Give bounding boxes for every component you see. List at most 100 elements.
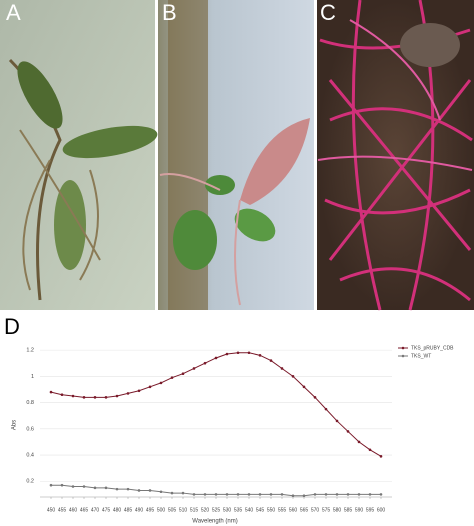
x-tick-label: 450 xyxy=(47,507,56,513)
x-tick-label: 520 xyxy=(201,507,210,513)
point xyxy=(247,493,251,496)
x-tick-label: 575 xyxy=(322,507,331,513)
x-tick-label: 460 xyxy=(69,507,78,513)
point xyxy=(104,486,108,490)
point xyxy=(104,396,108,399)
point xyxy=(71,394,75,398)
point xyxy=(313,493,317,496)
point xyxy=(236,493,240,496)
point xyxy=(71,485,75,488)
y-tick-label: 1 xyxy=(31,374,34,380)
point xyxy=(137,389,141,393)
point xyxy=(258,493,262,496)
point xyxy=(335,493,339,496)
legend-marker xyxy=(401,354,405,358)
x-tick-label: 505 xyxy=(168,507,177,513)
point xyxy=(115,487,119,491)
point xyxy=(159,381,163,385)
point xyxy=(49,390,53,394)
x-tick-label: 510 xyxy=(179,507,188,513)
x-tick-label: 500 xyxy=(157,507,166,513)
point xyxy=(181,372,185,376)
point xyxy=(236,351,240,355)
point xyxy=(49,483,53,487)
y-tick-label: 0.8 xyxy=(26,400,34,406)
point xyxy=(82,485,86,488)
point xyxy=(214,356,218,360)
x-tick-label: 560 xyxy=(289,507,298,513)
legend-label: TKS_pRUBY_CDB xyxy=(411,345,454,351)
y-tick-label: 0.2 xyxy=(26,479,34,485)
point xyxy=(225,493,229,496)
point xyxy=(291,494,295,497)
point xyxy=(148,385,152,389)
point xyxy=(181,491,185,495)
x-tick-label: 455 xyxy=(58,507,67,513)
y-tick-label: 1.2 xyxy=(26,348,34,354)
point xyxy=(93,486,97,490)
x-tick-label: 525 xyxy=(212,507,221,513)
point xyxy=(346,430,350,433)
point xyxy=(126,487,130,491)
point xyxy=(82,396,86,399)
x-tick-label: 475 xyxy=(102,507,111,513)
x-tick-label: 470 xyxy=(91,507,100,513)
point xyxy=(269,493,273,496)
point xyxy=(203,361,207,365)
point xyxy=(324,493,328,496)
x-tick-label: 480 xyxy=(113,507,122,513)
x-tick-label: 495 xyxy=(146,507,155,513)
x-tick-label: 595 xyxy=(366,507,375,513)
x-tick-label: 570 xyxy=(311,507,320,513)
x-tick-label: 540 xyxy=(245,507,254,513)
point xyxy=(302,494,306,497)
panel-label: D xyxy=(4,314,20,339)
point xyxy=(324,407,328,411)
point xyxy=(203,493,207,496)
x-tick-label: 580 xyxy=(333,507,342,513)
point xyxy=(368,493,372,496)
photo-b xyxy=(158,0,314,310)
x-tick-label: 465 xyxy=(80,507,89,513)
y-tick-label: 0.6 xyxy=(26,426,34,432)
photo-c xyxy=(317,0,474,311)
x-tick-label: 530 xyxy=(223,507,232,513)
point xyxy=(126,392,130,395)
point xyxy=(247,351,251,355)
point xyxy=(214,493,218,496)
point xyxy=(115,394,119,398)
point xyxy=(346,493,350,496)
point xyxy=(159,490,163,494)
point xyxy=(302,385,306,389)
point xyxy=(357,440,361,444)
point xyxy=(192,493,196,496)
point xyxy=(269,359,273,362)
point xyxy=(60,483,64,487)
x-tick-label: 485 xyxy=(124,507,133,513)
point xyxy=(258,354,262,357)
point xyxy=(291,375,295,378)
point xyxy=(379,455,383,458)
x-tick-label: 490 xyxy=(135,507,144,513)
point xyxy=(93,396,97,399)
point xyxy=(335,419,339,423)
legend-label: TKS_WT xyxy=(411,353,431,359)
panel-label: C xyxy=(320,0,336,25)
point xyxy=(357,493,361,496)
point xyxy=(313,396,317,399)
x-tick-label: 550 xyxy=(267,507,276,513)
x-tick-label: 555 xyxy=(278,507,287,513)
point xyxy=(60,393,64,397)
x-tick-label: 535 xyxy=(234,507,243,513)
point xyxy=(170,376,174,379)
point xyxy=(170,491,174,495)
y-axis-label: Abs xyxy=(12,420,18,430)
point xyxy=(379,493,383,496)
point xyxy=(148,489,152,492)
x-axis-label: Wavelength (nm) xyxy=(192,519,237,525)
x-tick-label: 585 xyxy=(344,507,353,513)
x-tick-label: 600 xyxy=(377,507,386,513)
x-tick-label: 515 xyxy=(190,507,199,513)
point xyxy=(192,367,196,370)
